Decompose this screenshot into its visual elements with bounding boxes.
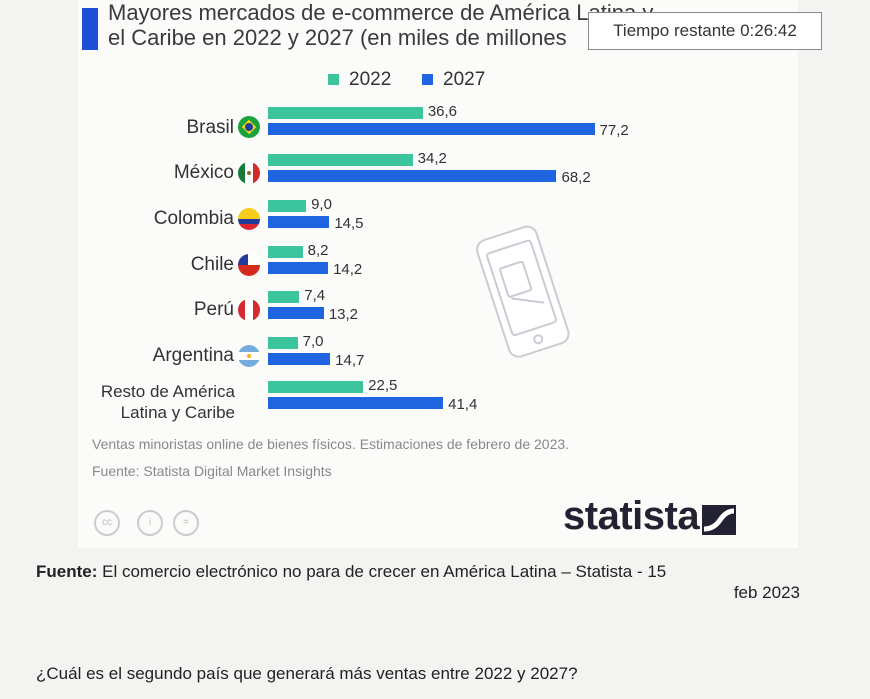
source-citation-date: feb 2023 [733, 583, 800, 602]
legend-swatch-2022 [328, 74, 339, 86]
bar-label-2022-6: 22,5 [368, 377, 398, 394]
peru-flag-icon [238, 299, 260, 321]
time-remaining-badge: Tiempo restante 0:26:42 [588, 12, 822, 50]
brazil-flag-icon [238, 116, 260, 138]
category-label-resto: Resto de América Latina y Caribe [75, 381, 235, 423]
no-derivatives-icon[interactable]: = [173, 510, 199, 536]
category-label-brasil: Brasil [186, 117, 234, 138]
bar-2027-2 [268, 216, 330, 228]
category-label-chile: Chile [190, 254, 234, 275]
bar-2022-3 [268, 246, 303, 258]
bar-2022-5 [268, 337, 298, 349]
category-label-colombia: Colombia [153, 208, 234, 229]
bar-label-2027-5: 14,7 [335, 352, 365, 369]
bar-2022-4 [268, 291, 300, 303]
attribution-icon[interactable]: i [137, 510, 163, 536]
legend-item-2022: 2022 [328, 68, 391, 92]
colombia-flag-icon [238, 208, 260, 230]
legend-item-2027: 2027 [422, 68, 485, 92]
bar-label-2027-6: 41,4 [448, 396, 478, 413]
bar-2027-6 [268, 397, 444, 409]
bar-label-2027-4: 13,2 [328, 306, 359, 323]
statista-logo-mark-icon [702, 505, 736, 535]
category-label-peru: Perú [193, 299, 234, 320]
category-label-resto-line2: Latina y Caribe [120, 403, 235, 422]
bar-label-2022-2: 9,0 [311, 196, 332, 213]
bar-label-2027-3: 14,2 [333, 261, 363, 278]
source-citation: Fuente: El comercio electrónico no para … [36, 560, 804, 583]
chile-flag-icon [238, 254, 260, 276]
bar-label-2022-4: 7,4 [304, 287, 326, 304]
bar-2022-1 [268, 154, 413, 166]
phone-icon [476, 225, 570, 358]
chart-source: Fuente: Statista Digital Market Insights [92, 463, 332, 479]
bar-2027-3 [268, 262, 329, 274]
legend-label-2027: 2027 [443, 69, 486, 90]
bar-label-2027-1: 68,2 [561, 169, 591, 186]
statista-logo[interactable]: statista [563, 494, 700, 538]
bar-label-2022-5: 7,0 [302, 333, 324, 350]
argentina-flag-icon [238, 345, 260, 367]
creative-commons-icon[interactable]: cc [94, 510, 120, 536]
bar-2027-0 [268, 123, 595, 135]
bar-label-2022-0: 36,6 [427, 103, 458, 120]
category-label-resto-line1: Resto de América [100, 382, 235, 401]
bar-label-2027-0: 77,2 [599, 122, 629, 139]
category-label-argentina: Argentina [152, 345, 234, 366]
question-text: ¿Cuál es el segundo país que generará má… [36, 664, 578, 683]
bar-2022-6 [268, 381, 364, 393]
bar-2022-0 [268, 107, 423, 119]
bar-label-2022-1: 34,2 [417, 150, 447, 167]
category-label-mexico: México [173, 162, 234, 183]
mexico-flag-icon [238, 162, 260, 184]
bar-label-2022-3: 8,2 [307, 242, 329, 259]
title-accent-bar [82, 8, 98, 50]
source-citation-text: El comercio electrónico no para de crece… [97, 562, 667, 581]
source-citation-label: Fuente: [36, 562, 98, 581]
bar-2027-4 [268, 307, 324, 319]
bar-label-2027-2: 14,5 [334, 215, 364, 232]
chart-note: Ventas minoristas online de bienes físic… [92, 436, 570, 452]
bar-2022-2 [268, 200, 307, 212]
legend-swatch-2027 [422, 74, 433, 86]
bar-2027-5 [268, 353, 331, 365]
bar-2027-1 [268, 170, 557, 182]
legend-label-2022: 2022 [349, 69, 392, 90]
chart-panel [78, 0, 798, 548]
